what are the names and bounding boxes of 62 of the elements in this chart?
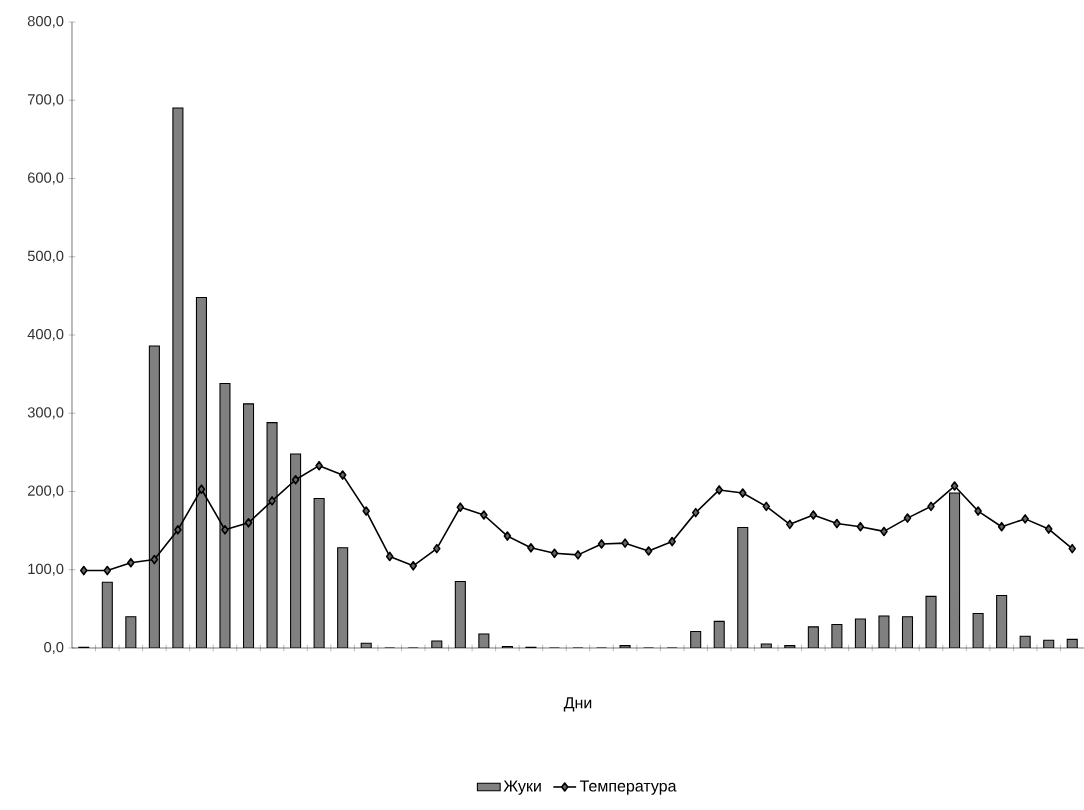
- point: [103, 565, 112, 576]
- point: [833, 518, 841, 529]
- point: [927, 501, 935, 512]
- point: [527, 543, 535, 553]
- point: [1044, 524, 1053, 534]
- point: [291, 474, 300, 485]
- point: [385, 551, 394, 562]
- point: [174, 525, 182, 535]
- bar: [195, 296, 207, 648]
- point: [691, 507, 700, 518]
- point: [197, 484, 206, 494]
- point: [997, 521, 1006, 532]
- bar: [219, 382, 231, 648]
- point: [903, 513, 912, 523]
- point: [338, 470, 347, 480]
- point: [362, 506, 370, 516]
- point: [950, 481, 959, 491]
- y-tick-label: 800,0: [27, 15, 64, 29]
- point: [715, 485, 724, 495]
- legend-label: Температура: [579, 780, 677, 795]
- point: [409, 561, 418, 571]
- y-tick-label: 400,0: [27, 328, 64, 342]
- point: [244, 518, 253, 528]
- y-tick-label: 500,0: [27, 250, 64, 263]
- bar: [172, 107, 184, 648]
- point: [1021, 514, 1029, 524]
- point: [880, 526, 888, 537]
- point: [974, 506, 982, 516]
- point: [79, 565, 88, 576]
- y-tick-label: 700,0: [28, 94, 64, 107]
- point: [597, 539, 606, 549]
- y-tick-label: 100,0: [28, 563, 64, 576]
- x-axis-title: Дни: [563, 697, 592, 712]
- point: [503, 531, 512, 541]
- y-tick-label: 300,0: [27, 407, 64, 420]
- point: [644, 546, 653, 556]
- bar: [242, 403, 255, 648]
- point: [856, 521, 865, 532]
- point: [432, 543, 441, 554]
- point: [621, 538, 629, 548]
- y-tick-label: 200,0: [27, 485, 64, 498]
- point: [480, 510, 488, 520]
- point: [127, 557, 135, 568]
- bar: [148, 345, 160, 648]
- bar: [290, 453, 302, 648]
- point: [786, 519, 794, 530]
- y-tick-label: 600,0: [28, 172, 64, 185]
- point: [268, 496, 276, 506]
- point: [762, 501, 771, 512]
- point: [315, 460, 323, 471]
- point: [456, 502, 465, 512]
- point: [550, 548, 559, 559]
- legend-label: Жуки: [503, 780, 541, 795]
- bar: [266, 422, 278, 648]
- point: [668, 536, 676, 547]
- point: [809, 510, 818, 520]
- point: [221, 525, 229, 535]
- point: [1068, 543, 1077, 554]
- point: [738, 488, 747, 498]
- point: [150, 554, 159, 565]
- point: [574, 550, 582, 560]
- y-tick-label: 0,0: [44, 641, 64, 655]
